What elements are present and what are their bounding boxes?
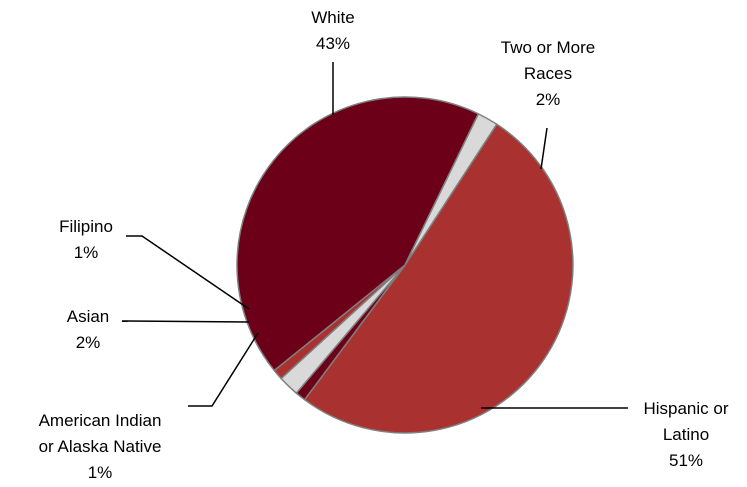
data-label: American Indian or Alaska Native 1% [39, 411, 162, 482]
data-label: Hispanic or Latino 51% [643, 399, 728, 470]
data-label-category: Hispanic or [643, 399, 728, 418]
data-label: Asian 2% [67, 307, 110, 352]
leader-lines [121, 62, 628, 409]
data-label-percent: 1% [74, 243, 99, 262]
leader-line [540, 127, 548, 170]
data-label-category: White [311, 8, 354, 27]
data-label-percent: 51% [669, 451, 703, 470]
data-label-percent: 2% [76, 333, 101, 352]
data-label-category: Filipino [59, 217, 113, 236]
data-label-category: Races [524, 64, 572, 83]
pie-slice-white [236, 96, 480, 372]
data-label: Two or More Races 2% [501, 38, 595, 109]
pie-slice-hispanic-or-latino [303, 123, 574, 434]
data-labels: Hispanic or Latino 51% American Indian or Al… [39, 8, 729, 482]
data-label: Filipino 1% [59, 217, 113, 262]
data-label-category: Latino [663, 425, 709, 444]
leader-line [121, 320, 250, 323]
pie-slice-two-or-more-races [404, 112, 498, 266]
data-label-category: Two or More [501, 38, 595, 57]
leader-line [188, 332, 259, 407]
data-label-category: American Indian [39, 411, 162, 430]
data-label-percent: 2% [536, 90, 561, 109]
data-label: White 43% [311, 8, 354, 53]
data-label-percent: 43% [316, 34, 350, 53]
data-label-percent: 1% [88, 463, 113, 482]
pie-slices [236, 96, 574, 434]
data-label-category: or Alaska Native [39, 437, 162, 456]
leader-line [126, 235, 250, 310]
data-label-category: Asian [67, 307, 110, 326]
